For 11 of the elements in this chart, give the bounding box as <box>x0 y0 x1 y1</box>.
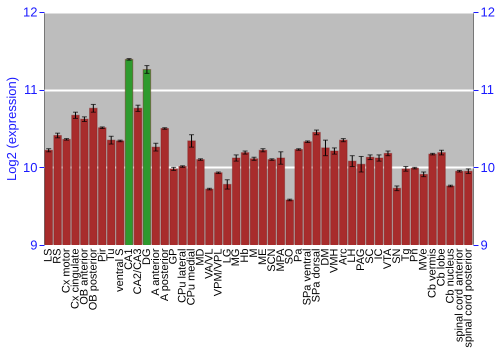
y2-tick-label: 11 <box>480 82 494 98</box>
y2-tick-label: 10 <box>480 160 495 175</box>
y2-tick-label: 9 <box>480 238 488 252</box>
x-tick-label: RS <box>52 248 64 264</box>
y-axis-title: Log2 (expression) <box>4 76 20 182</box>
x-tick-label: SCN <box>266 248 278 272</box>
y-tick-label: 10 <box>23 160 38 175</box>
y2-tick-label: 12 <box>480 4 495 20</box>
y-tick-label: 9 <box>30 238 38 252</box>
y-tick-label: 12 <box>23 4 38 20</box>
y-tick-label: 11 <box>24 82 38 98</box>
